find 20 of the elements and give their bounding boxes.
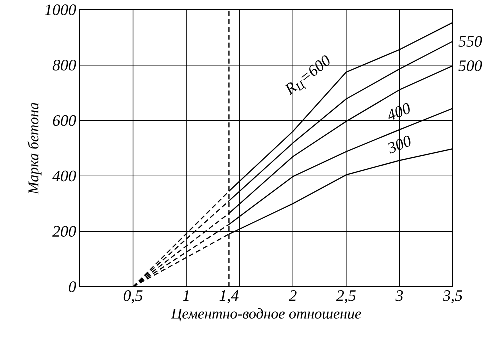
text: R$_{Ц}$=600	[285, 56, 330, 96]
y-tick-label: 400	[52, 170, 76, 182]
x-tick-label: 3,5	[443, 290, 462, 304]
x-tick-label: 2	[289, 290, 297, 302]
x-tick-label: 3	[396, 290, 404, 302]
x-axis-title: Цементно-водное отношение	[171, 308, 362, 322]
series-label: 500	[458, 60, 482, 72]
y-axis-title: Марка бетона	[28, 103, 42, 195]
y-tick-label: 0	[69, 282, 76, 292]
text: 300	[388, 136, 411, 154]
y-tick-label: 800	[52, 60, 76, 71]
x-tick-label: 1,4	[220, 290, 239, 304]
x-tick-label: 1	[183, 290, 189, 302]
y-tick-label: 600	[53, 115, 76, 126]
x-tick-label: 0,5	[124, 290, 143, 304]
series-label: 550	[458, 36, 482, 47]
y-tick-label: 1000	[45, 4, 76, 16]
x-tick-label: 2,5	[336, 290, 356, 304]
y-tick-label: 200	[52, 226, 76, 237]
text: 400	[388, 103, 410, 120]
